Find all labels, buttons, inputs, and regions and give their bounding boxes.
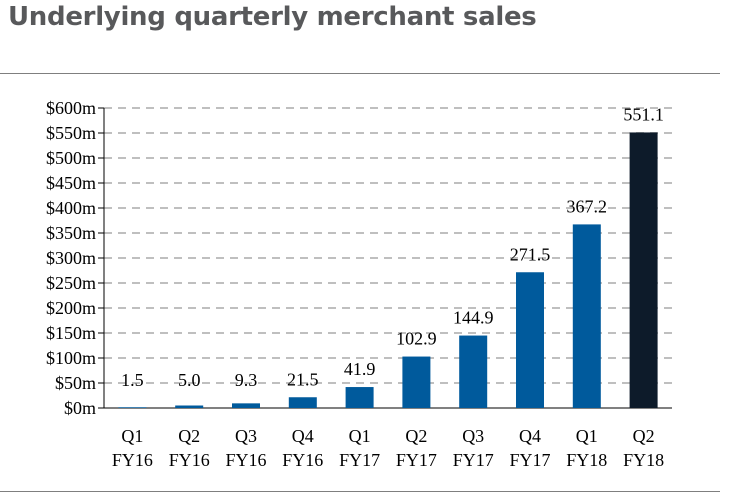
x-tick-label-year: FY18 <box>623 450 664 470</box>
x-tick-label-quarter: Q1 <box>576 426 598 446</box>
gridlines <box>104 107 672 384</box>
x-tick-label-quarter: Q2 <box>405 426 427 446</box>
y-tick-label: $100m <box>46 348 96 368</box>
bar <box>402 356 431 408</box>
y-tick-label: $550m <box>46 123 96 143</box>
bar <box>288 397 317 408</box>
x-tick-label-quarter: Q1 <box>349 426 371 446</box>
y-tick-label: $450m <box>46 173 96 193</box>
x-tick-label-year: FY16 <box>282 450 323 470</box>
bar <box>516 272 544 408</box>
x-tick-label-quarter: Q3 <box>235 426 257 446</box>
x-tick-label-year: FY16 <box>169 450 210 470</box>
data-label: 21.5 <box>287 369 319 389</box>
bar <box>629 132 658 408</box>
y-tick-label: $200m <box>46 298 96 318</box>
x-tick-label-year: FY17 <box>453 450 494 470</box>
x-tick-label-year: FY16 <box>225 450 266 470</box>
x-tick-label-quarter: Q3 <box>462 426 484 446</box>
bottom-divider <box>0 491 720 492</box>
x-tick-label-year: FY17 <box>339 450 380 470</box>
data-label: 9.3 <box>235 370 258 390</box>
y-tick-label: $350m <box>46 223 96 243</box>
bar <box>345 387 374 408</box>
x-tick-label-year: FY17 <box>396 450 437 470</box>
y-tick-label: $150m <box>46 323 96 343</box>
data-label: 367.2 <box>567 196 608 216</box>
y-tick-labels: $0m $50m $100m $150m $200m $250m $300m $350m $40… <box>46 98 96 418</box>
data-label: 144.9 <box>453 308 494 328</box>
title-divider <box>0 73 720 74</box>
y-tick-label: $400m <box>46 198 96 218</box>
data-label: 1.5 <box>121 370 144 390</box>
y-tick-label: $600m <box>46 98 96 118</box>
y-tick-label: $300m <box>46 248 96 268</box>
bar <box>118 407 147 408</box>
data-label: 41.9 <box>344 359 376 379</box>
x-tick-label-quarter: Q1 <box>121 426 143 446</box>
bar <box>175 405 204 408</box>
data-label: 5.0 <box>178 370 201 390</box>
data-label: 271.5 <box>510 244 551 264</box>
x-tick-label-year: FY18 <box>566 450 607 470</box>
x-tick-label-quarter: Q4 <box>292 426 314 446</box>
bars <box>118 132 658 408</box>
x-tick-label-year: FY16 <box>112 450 153 470</box>
x-tick-label-year: FY17 <box>509 450 550 470</box>
x-tick-labels: Q1 FY16 Q2 FY16 Q3 FY16 Q4 FY16 Q1 FY17 Q2 FY17 Q3 FY… <box>112 426 664 470</box>
x-tick-label-quarter: Q4 <box>519 426 541 446</box>
y-tick-label: $50m <box>55 373 96 393</box>
data-label: 102.9 <box>396 329 437 349</box>
x-tick-label-quarter: Q2 <box>178 426 200 446</box>
y-tick-label: $500m <box>46 148 96 168</box>
data-label: 551.1 <box>623 104 664 124</box>
x-tick-label-quarter: Q2 <box>633 426 655 446</box>
y-tick-label: $250m <box>46 273 96 293</box>
bar <box>232 403 260 408</box>
data-labels: 1.5 5.0 9.3 21.5 41.9 102.9 144.9 271.5 367.2 551… <box>121 104 664 390</box>
bar <box>572 224 601 408</box>
bar <box>459 335 488 408</box>
y-tick-label: $0m <box>64 398 96 418</box>
page-title: Underlying quarterly merchant sales <box>8 2 537 32</box>
